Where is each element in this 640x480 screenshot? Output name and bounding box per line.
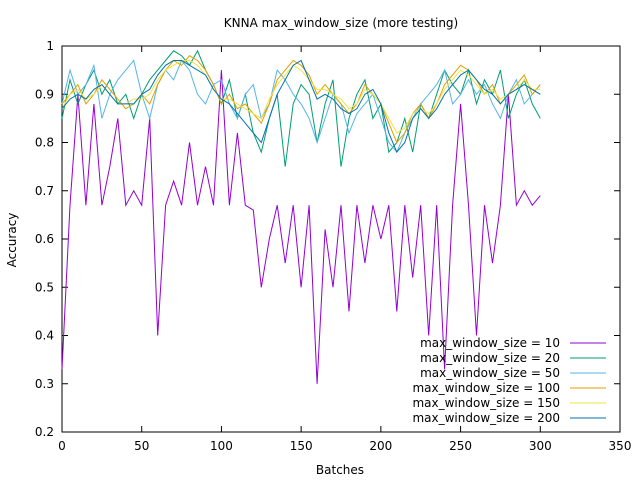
y-axis-label: Accuracy xyxy=(5,213,19,268)
series-line-0 xyxy=(61,70,541,384)
legend-label: max_window_size = 150 xyxy=(412,396,560,410)
y-tick-label: 1 xyxy=(46,39,54,53)
y-tick-label: 0.6 xyxy=(35,232,54,246)
legend-label: max_window_size = 20 xyxy=(420,351,560,365)
x-tick-label: 50 xyxy=(134,439,149,453)
x-tick-label: 150 xyxy=(290,439,313,453)
x-axis: 0 50 100 150 200 250 300 350 xyxy=(58,46,631,453)
y-tick-label: 0.5 xyxy=(35,280,54,294)
y-tick-label: 0.9 xyxy=(35,87,54,101)
series-line-1 xyxy=(61,49,541,167)
x-tick-label: 100 xyxy=(210,439,233,453)
x-tick-label: 200 xyxy=(369,439,392,453)
legend-label: max_window_size = 50 xyxy=(420,366,560,380)
x-tick-label: 0 xyxy=(58,439,66,453)
series-line-2 xyxy=(61,59,541,154)
y-axis: 0.2 0.3 0.4 0.5 0.6 0.7 0.8 0.9 1 xyxy=(35,39,620,439)
x-tick-label: 300 xyxy=(529,439,552,453)
y-tick-label: 0.2 xyxy=(35,425,54,439)
y-tick-label: 0.3 xyxy=(35,377,54,391)
legend-label: max_window_size = 10 xyxy=(420,336,560,350)
y-tick-label: 0.7 xyxy=(35,184,54,198)
y-tick-label: 0.8 xyxy=(35,136,54,150)
x-tick-label: 350 xyxy=(609,439,632,453)
series-group xyxy=(61,49,541,384)
x-tick-label: 250 xyxy=(449,439,472,453)
series-line-5 xyxy=(61,59,541,154)
x-axis-label: Batches xyxy=(316,463,364,477)
legend-label: max_window_size = 200 xyxy=(412,411,560,425)
series-line-4 xyxy=(61,60,541,134)
y-tick-label: 0.4 xyxy=(35,329,54,343)
chart-title: KNNA max_window_size (more testing) xyxy=(224,16,458,30)
legend-label: max_window_size = 100 xyxy=(412,381,560,395)
